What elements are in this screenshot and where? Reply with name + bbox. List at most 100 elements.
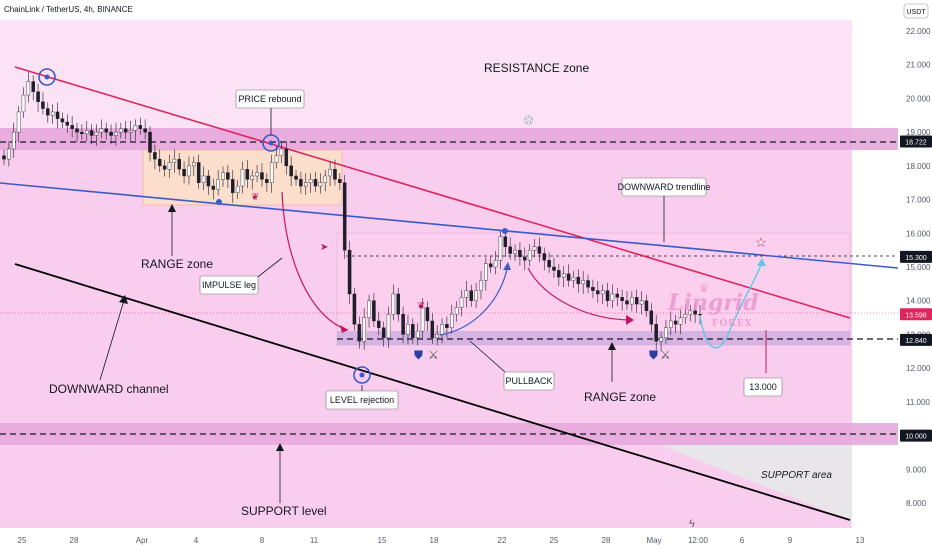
- support-arrowhead: [276, 443, 284, 451]
- candle-up: [21, 94, 26, 113]
- price-tick-label: 9.000: [906, 465, 927, 474]
- candle-down: [411, 324, 415, 339]
- candle-up: [255, 172, 259, 177]
- candle-down: [265, 179, 269, 183]
- time-tick-label: May: [646, 536, 661, 545]
- cursor-icon: ➤: [320, 242, 328, 253]
- candle-down: [226, 172, 230, 180]
- pullback-box: PULLBACK: [503, 371, 555, 391]
- candle-up: [683, 314, 688, 318]
- price-tag: [900, 250, 932, 263]
- candle-down: [41, 101, 45, 109]
- candle-down: [518, 249, 522, 258]
- channel-arrowhead: [119, 295, 128, 304]
- trendline-touch-dot-2: [502, 228, 508, 234]
- range2-arrowhead: [608, 342, 616, 350]
- candle-up: [362, 317, 366, 342]
- downward-trendline-box: DOWNWARD trendline: [618, 177, 710, 197]
- candle-up: [464, 290, 469, 298]
- price-tick-label: 12.000: [906, 364, 931, 373]
- pullback-arrowhead: [503, 262, 511, 270]
- candle-up: [240, 169, 245, 187]
- candle-up: [308, 179, 313, 183]
- candle-down: [537, 246, 542, 254]
- candle-up: [639, 300, 644, 305]
- time-tick-label: 28: [602, 536, 611, 545]
- candle-up: [94, 131, 99, 136]
- price-tag: [900, 135, 932, 148]
- candle-down: [547, 260, 551, 268]
- candle-down: [552, 266, 556, 271]
- candle-down: [65, 121, 70, 126]
- candle-down: [425, 307, 430, 322]
- impulse-leg-box: IMPULSE leg: [199, 275, 259, 295]
- sword-icon: ⚔: [660, 348, 671, 362]
- candle-up: [304, 182, 308, 187]
- time-tick-label: 11: [310, 536, 319, 545]
- trendline-touch-dot-1: [216, 199, 222, 205]
- time-tick-label: 12:00: [688, 536, 709, 545]
- price-tick-label: 22.000: [906, 27, 931, 36]
- price-rebound-box: PRICE rebound: [235, 89, 305, 109]
- currency-badge[interactable]: USDT: [903, 3, 929, 19]
- candle-up: [532, 246, 537, 251]
- time-tick-label: 4: [194, 536, 199, 545]
- candle-up: [221, 172, 225, 180]
- candle-down: [104, 128, 108, 133]
- candle-up: [318, 182, 323, 187]
- shield-icon: ⛊: [649, 348, 658, 362]
- snail-icon: ❦: [251, 192, 259, 203]
- candle-down: [557, 270, 561, 278]
- candle-down: [591, 287, 595, 291]
- time-tick-label: 25: [18, 536, 27, 545]
- price-tick-label: 17.000: [906, 196, 931, 205]
- price-tag: [900, 429, 932, 442]
- candle-down: [294, 175, 298, 180]
- price-tags: 18.722 15.300 13.598 12.840 10.000: [900, 135, 932, 442]
- channel-lower-line[interactable]: [14, 263, 851, 521]
- price-tick-label: 18.000: [906, 162, 931, 171]
- candle-down: [177, 158, 181, 170]
- candle-down: [123, 128, 128, 133]
- chart-title: ChainLink / TetherUS, 4h, BINANCE: [4, 5, 133, 14]
- candle-down: [109, 131, 113, 136]
- time-tick-label: 22: [498, 536, 507, 545]
- plot-background-top: [0, 20, 852, 130]
- candle-down: [31, 81, 35, 92]
- candle-up: [581, 280, 585, 285]
- candle-down: [143, 128, 147, 133]
- channel-upper-line[interactable]: [14, 66, 851, 319]
- trendline[interactable]: [0, 182, 899, 269]
- support-area-label: SUPPORT area: [761, 470, 832, 481]
- impulse-arrowhead: [340, 325, 348, 333]
- candle-down: [148, 131, 152, 153]
- projection-path: [699, 261, 763, 349]
- candle-up: [167, 162, 172, 170]
- candle-down: [673, 320, 678, 325]
- time-axis[interactable]: 25 28 Apr 4 8 11 15 18 22 25 28 May 12:00 6 9 13: [18, 536, 865, 545]
- range-bottom-band: [337, 331, 850, 345]
- time-tick-label: 13: [856, 536, 865, 545]
- candle-up: [600, 290, 605, 295]
- candle-down: [605, 290, 610, 301]
- top-marker: [38, 68, 56, 86]
- decline-arrowhead: [626, 315, 634, 325]
- candle-up: [128, 130, 133, 133]
- candle-down: [162, 165, 167, 170]
- shield-icon: ⛊: [414, 348, 423, 362]
- candle-up: [328, 169, 332, 177]
- candle-down: [55, 111, 60, 119]
- candle-up: [99, 128, 104, 133]
- candle-up: [235, 185, 240, 194]
- candle-up: [216, 179, 220, 190]
- price-tag-label: 12.840: [905, 338, 927, 345]
- price-tick-label: 15.000: [906, 263, 931, 272]
- candlestick-series: [2, 72, 702, 352]
- candle-up: [493, 260, 498, 268]
- candle-down: [89, 130, 94, 136]
- candle-up: [250, 175, 254, 180]
- candle-up: [201, 175, 206, 183]
- star-icon: ★: [756, 237, 766, 249]
